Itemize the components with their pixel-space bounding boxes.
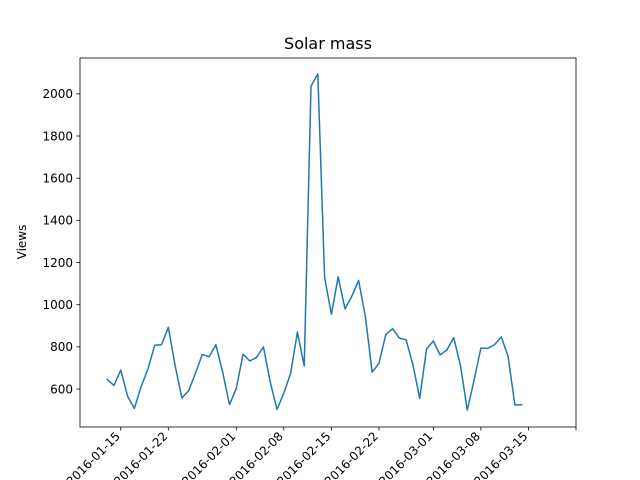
- y-tick-label: 1200: [42, 256, 73, 270]
- y-tick-label: 800: [50, 340, 73, 354]
- y-tick-label: 1800: [42, 129, 73, 143]
- series-line: [106, 73, 523, 411]
- y-axis-label: Views: [15, 225, 29, 260]
- chart-title: Solar mass: [284, 34, 372, 53]
- plot-frame: [79, 57, 577, 428]
- y-tick-label: 2000: [42, 87, 73, 101]
- y-tick-label: 1000: [42, 298, 73, 312]
- y-tick-label: 600: [50, 382, 73, 396]
- y-tick-label: 1600: [42, 171, 73, 185]
- y-tick-label: 1400: [42, 214, 73, 228]
